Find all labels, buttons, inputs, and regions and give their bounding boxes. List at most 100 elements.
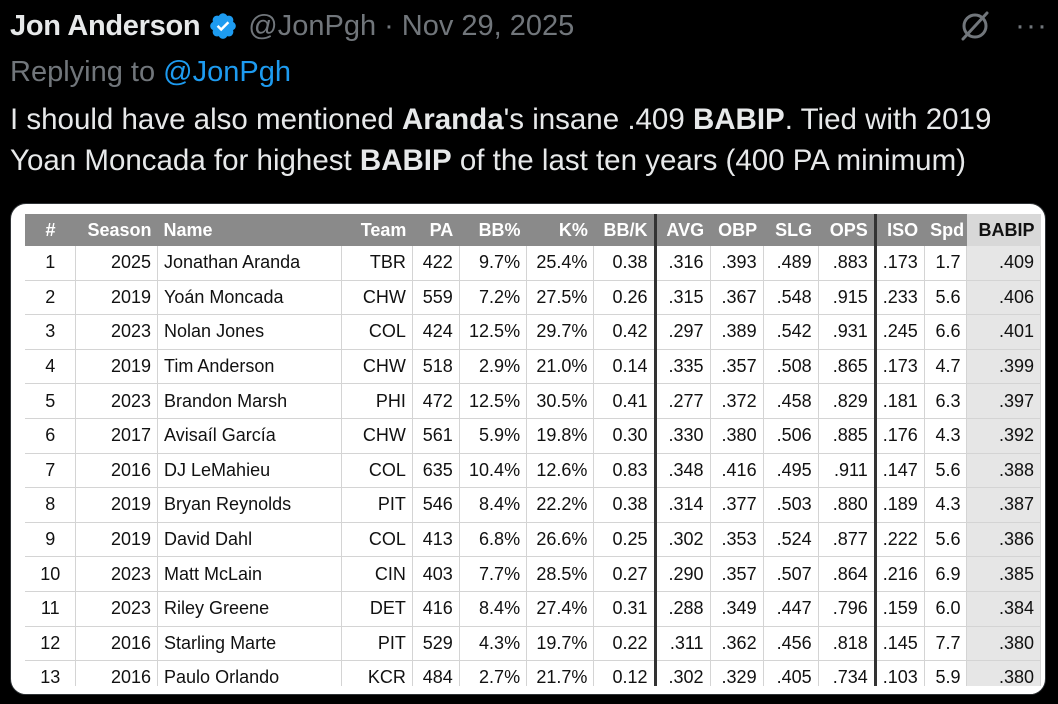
table-cell: COL	[341, 453, 413, 489]
table-cell: .818	[818, 626, 876, 662]
table-row: 3 2023 Nolan Jones COL 424 12.5% 29.7% 0.42.297…	[25, 314, 1041, 350]
table-cell: 5.9%	[459, 418, 528, 454]
column-header: Season	[75, 214, 158, 246]
table-cell: 21.0%	[526, 349, 595, 385]
column-header: PA	[412, 214, 460, 246]
verified-badge-icon	[210, 13, 237, 39]
table-cell: Jonathan Aranda	[157, 246, 342, 281]
table-cell: 12.5%	[459, 314, 528, 350]
table-cell: PIT	[341, 626, 413, 662]
table-cell: Yoán Moncada	[157, 280, 342, 316]
table-cell: 10	[25, 556, 77, 592]
table-cell: .931	[818, 314, 876, 350]
tweet-text-part: . Tied with 2019 Yoan Moncada for highes…	[10, 103, 992, 177]
grok-icon[interactable]	[957, 8, 993, 44]
table-row: 10 2023 Matt McLain CIN 403 7.7% 28.5% 0.27.290…	[25, 556, 1041, 592]
table-cell: .147	[873, 453, 925, 489]
table-cell: 4	[25, 349, 77, 385]
table-cell: 0.41	[593, 383, 656, 419]
author-name[interactable]: Jon Anderson	[10, 9, 201, 42]
table-cell: Nolan Jones	[157, 314, 342, 350]
table-cell: 6	[25, 418, 77, 454]
table-cell: 559	[412, 280, 460, 316]
table-cell: .159	[873, 591, 925, 627]
table-cell: 4.3	[924, 487, 968, 523]
table-cell: 529	[412, 626, 460, 662]
column-header: SLG	[763, 214, 819, 246]
table-cell: .388	[966, 453, 1041, 489]
table-cell: 2019	[75, 349, 159, 385]
table-cell: 2019	[75, 280, 159, 316]
column-header: Name	[157, 214, 342, 246]
table-cell: 4.3	[924, 418, 968, 454]
table-cell: 19.7%	[526, 626, 595, 662]
table-cell: .416	[710, 453, 764, 489]
table-cell: 0.42	[593, 314, 656, 350]
more-icon[interactable]: ···	[1015, 9, 1048, 42]
table-cell: .277	[653, 383, 711, 419]
table-cell: .507	[763, 556, 819, 592]
table-cell: .245	[873, 314, 925, 350]
table-cell: 0.22	[593, 626, 656, 662]
table-cell: 1.7	[924, 246, 968, 281]
table-cell: .372	[710, 383, 764, 419]
table-header-row: # Season Name Team PA BB% K% BB/K AVG OBP SLG OPS IS…	[25, 214, 1041, 246]
table-cell: .216	[873, 556, 925, 592]
table-cell: David Dahl	[157, 522, 342, 558]
table-cell: COL	[341, 314, 413, 350]
table-cell: .377	[710, 487, 764, 523]
table-cell: .297	[653, 314, 711, 350]
table-cell: .349	[710, 591, 764, 627]
table-cell: 26.6%	[526, 522, 595, 558]
table-cell: 5.6	[924, 453, 968, 489]
table-cell: .330	[653, 418, 711, 454]
table-row: 1 2025 Jonathan Aranda TBR 422 9.7% 25.4% 0.38.…	[25, 246, 1041, 281]
reply-prefix: Replying to	[10, 56, 164, 88]
table-cell: Starling Marte	[157, 626, 342, 662]
card-bottom-edge	[11, 686, 1045, 694]
table-cell: Bryan Reynolds	[157, 487, 342, 523]
table-cell: 4.7	[924, 349, 968, 385]
table-cell: 424	[412, 314, 460, 350]
table-cell: .524	[763, 522, 819, 558]
table-cell: .796	[818, 591, 876, 627]
table-cell: .367	[710, 280, 764, 316]
table-cell: COL	[341, 522, 413, 558]
table-cell: .384	[966, 591, 1041, 627]
column-header: OPS	[818, 214, 876, 246]
table-cell: .864	[818, 556, 876, 592]
column-header: BB%	[459, 214, 527, 246]
table-cell: .357	[710, 349, 764, 385]
table-cell: 0.30	[593, 418, 656, 454]
table-cell: 5	[25, 383, 77, 419]
table-row: 6 2017 Avisaíl García CHW 561 5.9% 19.8% 0.30.3…	[25, 418, 1041, 454]
table-cell: 0.38	[593, 487, 656, 523]
table-cell: Matt McLain	[157, 556, 342, 592]
table-cell: PHI	[341, 383, 413, 419]
table-cell: 422	[412, 246, 460, 281]
tweet-text-bold: BABIP	[692, 103, 785, 136]
author-handle[interactable]: @JonPgh	[248, 9, 377, 42]
table-cell: .222	[873, 522, 925, 558]
table-cell: 2016	[75, 626, 159, 662]
table-row: 8 2019 Bryan Reynolds PIT 546 8.4% 22.2% 0.38.3…	[25, 487, 1041, 523]
media-image-card[interactable]: # Season Name Team PA BB% K% BB/K AVG OBP SLG OPS IS…	[10, 203, 1046, 695]
tweet-text-bold: BABIP	[359, 144, 452, 177]
table-cell: .495	[763, 453, 819, 489]
table-cell: .911	[818, 453, 876, 489]
reply-mention-link[interactable]: @JonPgh	[163, 56, 291, 88]
table-cell: .181	[873, 383, 925, 419]
table-cell: .506	[763, 418, 819, 454]
table-cell: 7.7	[924, 626, 968, 662]
table-cell: 0.26	[593, 280, 656, 316]
table-cell: .883	[818, 246, 876, 281]
tweet-date[interactable]: Nov 29, 2025	[401, 9, 575, 42]
table-cell: 2023	[75, 383, 159, 419]
column-header: Team	[341, 214, 413, 246]
table-cell: .389	[710, 314, 764, 350]
tweet-header: Jon Anderson @JonPgh · Nov 29, 2025 ···	[10, 6, 1048, 46]
table-cell: 6.3	[924, 383, 968, 419]
table-cell: 2023	[75, 314, 159, 350]
table-cell: .458	[763, 383, 819, 419]
column-header: Spd	[924, 214, 967, 246]
